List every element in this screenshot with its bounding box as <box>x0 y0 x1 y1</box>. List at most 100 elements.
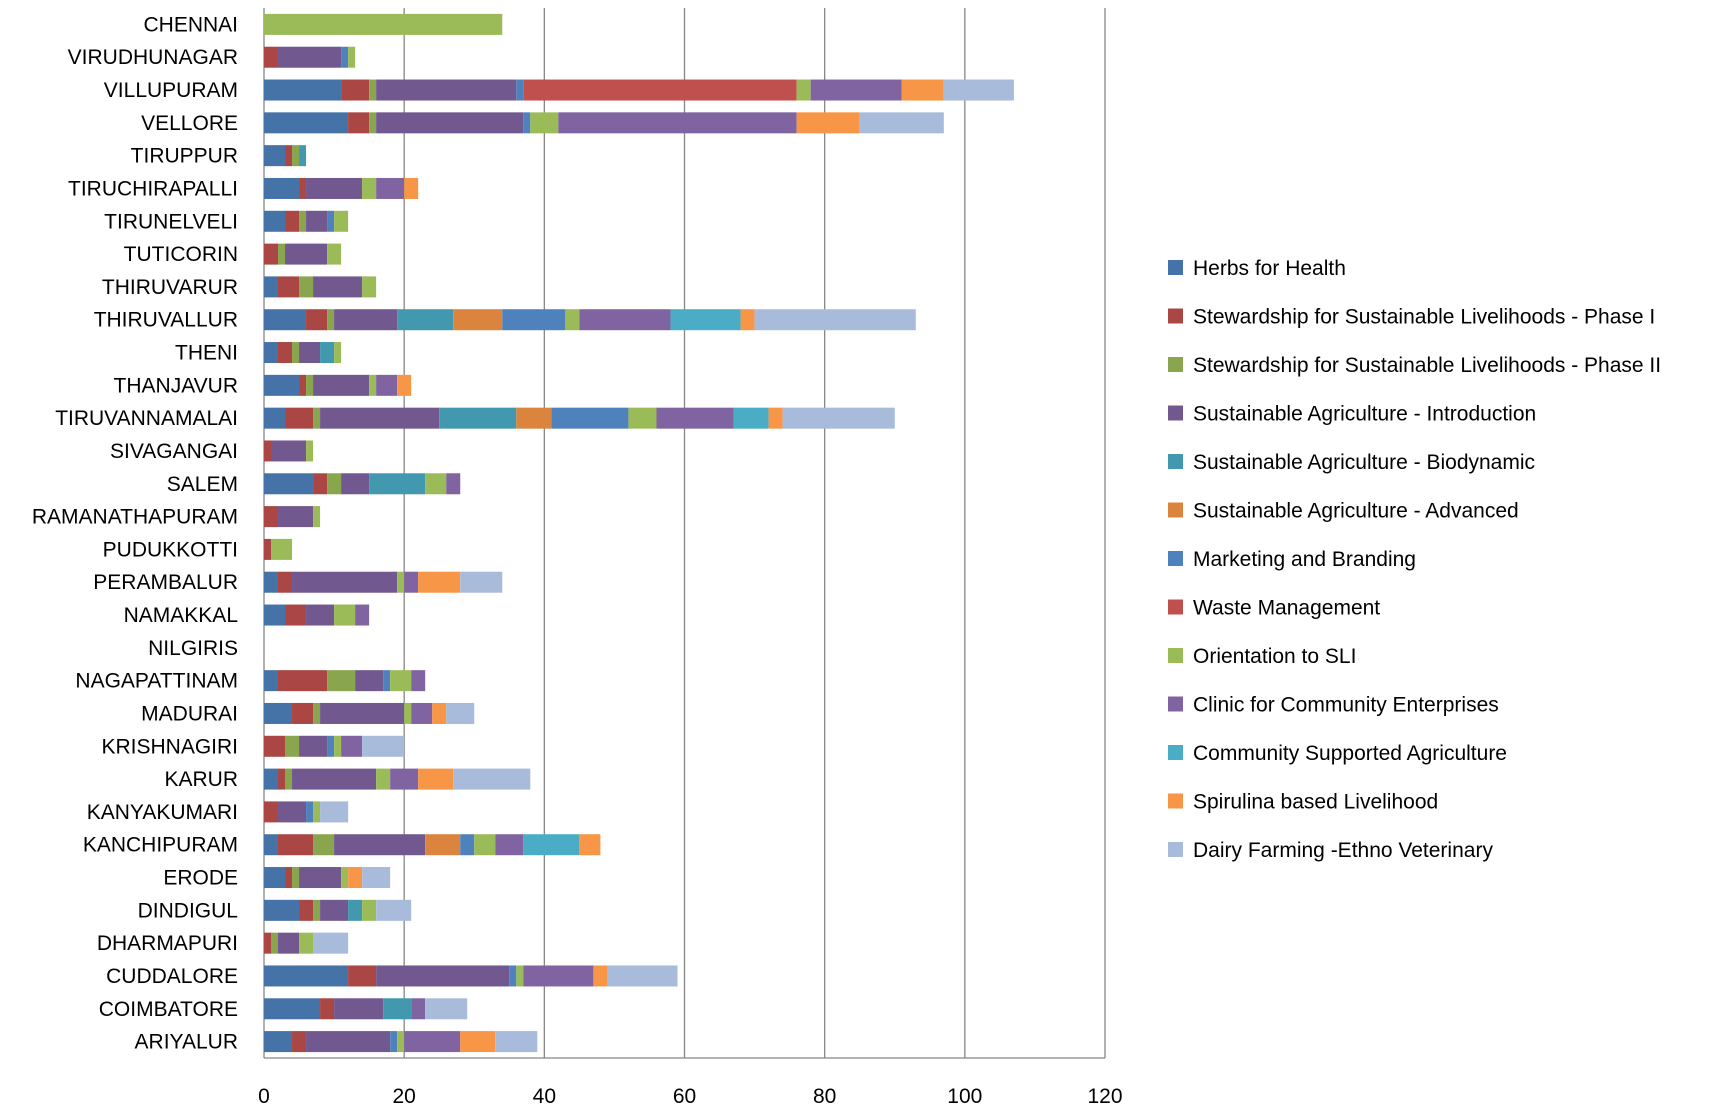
category-label: CHENNAI <box>143 13 238 36</box>
bar-segment <box>264 801 279 823</box>
legend-label: Stewardship for Sustainable Livelihoods … <box>1193 354 1661 377</box>
bar-segment <box>376 177 405 199</box>
bar-segment <box>306 374 314 396</box>
bar-segment <box>565 309 580 331</box>
bar-segment <box>369 112 377 134</box>
bar-segment <box>278 342 293 364</box>
bar-segment <box>278 801 307 823</box>
bar-segment <box>348 899 363 921</box>
bar-series <box>264 13 1014 1053</box>
bar-segment <box>523 112 531 134</box>
bar-segment <box>327 735 335 757</box>
bar-segment <box>362 735 405 757</box>
bar-segment <box>768 407 783 429</box>
bar-segment <box>306 801 314 823</box>
bar-segment <box>292 768 377 790</box>
bar-segment <box>285 604 307 626</box>
bar-segment <box>509 965 517 987</box>
bar-segment <box>320 801 349 823</box>
bar-segment <box>341 867 349 889</box>
bar-segment <box>810 79 902 101</box>
bar-segment <box>264 145 286 167</box>
bar-segment <box>607 965 678 987</box>
bar-segment <box>334 604 356 626</box>
category-label: DINDIGUL <box>138 899 238 922</box>
bar-segment <box>278 834 314 856</box>
x-tick-label: 80 <box>813 1085 836 1104</box>
bar-segment <box>320 899 349 921</box>
bar-segment <box>334 342 342 364</box>
bar-segment <box>495 1031 538 1053</box>
legend-swatch <box>1168 357 1183 372</box>
category-label: PUDUKKOTTI <box>103 538 238 561</box>
bar-segment <box>264 276 279 298</box>
bar-segment <box>404 571 419 593</box>
bar-segment <box>397 374 412 396</box>
bar-segment <box>670 309 741 331</box>
bar-segment <box>390 670 412 692</box>
bar-segment <box>264 899 300 921</box>
bar-segment <box>313 702 321 724</box>
x-tick-label: 40 <box>533 1085 556 1104</box>
bar-segment <box>740 309 755 331</box>
bar-segment <box>362 177 377 199</box>
bar-segment <box>264 538 272 560</box>
bar-segment <box>474 834 496 856</box>
category-label: COIMBATORE <box>99 998 238 1021</box>
bar-segment <box>313 801 321 823</box>
bar-segment <box>334 998 384 1020</box>
legend-label: Clinic for Community Enterprises <box>1193 694 1499 717</box>
bar-segment <box>264 735 286 757</box>
category-label: ERODE <box>163 867 238 890</box>
bar-segment <box>516 407 552 429</box>
category-label: VILLUPURAM <box>104 79 238 102</box>
bar-segment <box>264 374 300 396</box>
legend-swatch <box>1168 502 1183 518</box>
bar-segment <box>376 899 412 921</box>
legend-swatch <box>1168 260 1183 275</box>
bar-segment <box>264 407 286 429</box>
bar-segment <box>425 834 461 856</box>
bar-segment <box>264 702 293 724</box>
bar-segment <box>523 79 797 101</box>
x-tick-labels: 0 20 40 60 80 100 120 <box>258 1085 1122 1104</box>
bar-segment <box>733 407 769 429</box>
category-label: KANYAKUMARI <box>87 801 238 824</box>
category-label: VIRUDHUNAGAR <box>68 46 238 69</box>
bar-segment <box>278 932 300 954</box>
bar-segment <box>390 1031 398 1053</box>
bar-segment <box>264 440 272 462</box>
bar-segment <box>341 46 349 68</box>
bar-segment <box>313 506 321 528</box>
bar-segment <box>348 867 363 889</box>
bar-segment <box>901 79 944 101</box>
bar-segment <box>523 834 580 856</box>
bar-segment <box>369 79 377 101</box>
bar-segment <box>278 46 342 68</box>
category-label: NILGIRIS <box>148 637 238 660</box>
bar-segment <box>411 702 433 724</box>
bar-segment <box>341 473 370 495</box>
category-label: TUTICORIN <box>124 243 238 266</box>
bar-segment <box>306 309 328 331</box>
legend-swatch <box>1168 551 1183 566</box>
bar-segment <box>278 243 286 265</box>
bar-segment <box>313 899 321 921</box>
bar-segment <box>327 670 356 692</box>
bar-segment <box>460 571 503 593</box>
bar-segment <box>355 670 384 692</box>
legend: Herbs for Health Stewardship for Sustaina… <box>1168 257 1661 862</box>
bar-segment <box>264 965 349 987</box>
legend-label: Stewardship for Sustainable Livelihoods … <box>1193 306 1655 329</box>
bar-segment <box>299 177 307 199</box>
bar-segment <box>327 210 335 232</box>
bar-segment <box>292 702 314 724</box>
category-label: THIRUVALLUR <box>94 309 238 332</box>
bar-segment <box>285 867 293 889</box>
bar-segment <box>306 604 335 626</box>
bar-segment <box>320 702 405 724</box>
bar-segment <box>355 604 370 626</box>
bar-segment <box>306 1031 391 1053</box>
legend-label: Spirulina based Livelihood <box>1193 791 1438 814</box>
category-label: MADURAI <box>141 702 238 725</box>
